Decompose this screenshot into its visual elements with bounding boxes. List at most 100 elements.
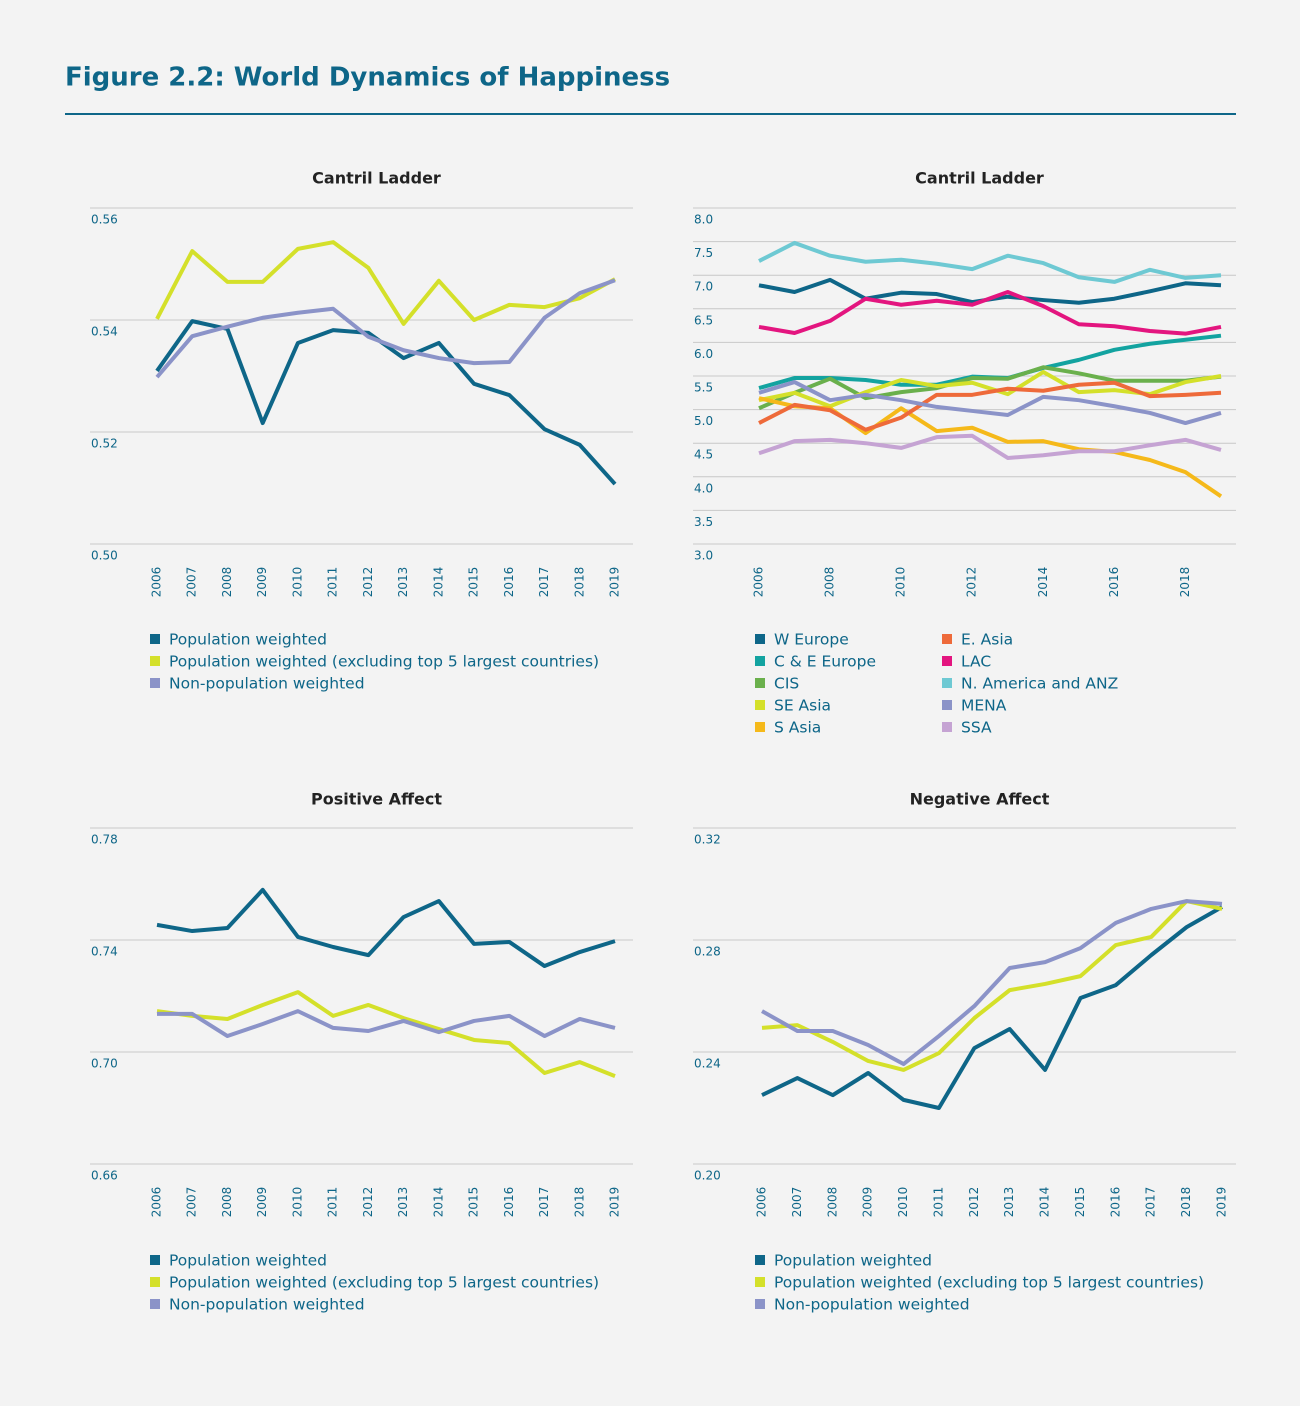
legend-swatch [150, 1277, 160, 1287]
legend-label: E. Asia [961, 631, 1013, 649]
x-tick-label: 2007 [790, 1187, 804, 1218]
x-tick-label: 2008 [823, 567, 837, 598]
y-tick-label: 0.56 [91, 213, 118, 227]
legend-label: C & E Europe [774, 653, 876, 671]
x-tick-label: 2006 [755, 1187, 769, 1218]
x-tick-label: 2013 [396, 567, 410, 598]
legend-label: CIS [774, 675, 799, 693]
y-tick-label: 0.70 [91, 1057, 118, 1071]
x-tick-label: 2012 [361, 1187, 375, 1218]
x-tick-label: 2009 [861, 1187, 875, 1218]
x-tick-label: 2006 [150, 1187, 164, 1218]
legend-label: SSA [961, 719, 992, 737]
x-tick-label: 2008 [220, 1187, 234, 1218]
legend-swatch [150, 656, 160, 666]
figure-title: Figure 2.2: World Dynamics of Happiness [65, 63, 670, 93]
legend-label: N. America and ANZ [961, 675, 1118, 693]
legend-label: Population weighted (excluding top 5 lar… [169, 653, 599, 671]
legend-swatch [755, 1255, 765, 1265]
legend-swatch [755, 1277, 765, 1287]
y-tick-label: 6.5 [694, 313, 713, 327]
series-line [761, 905, 1223, 1110]
legend-swatch [755, 678, 765, 688]
x-tick-label: 2010 [290, 567, 304, 598]
legend-label: Non-population weighted [774, 1296, 970, 1314]
legend-swatch [755, 722, 765, 732]
x-tick-label: 2014 [431, 1187, 445, 1218]
y-tick-label: 6.0 [694, 347, 713, 361]
legend-label: LAC [961, 653, 991, 671]
x-tick-label: 2009 [255, 1187, 269, 1218]
x-tick-label: 2017 [537, 1187, 551, 1218]
legend-label: Non-population weighted [169, 1296, 365, 1314]
y-tick-label: 0.50 [91, 549, 118, 563]
chart-title: Cantril Ladder [915, 169, 1044, 188]
legend-swatch [942, 700, 952, 710]
x-tick-label: 2019 [608, 567, 622, 598]
x-tick-label: 2010 [290, 1187, 304, 1218]
y-tick-label: 0.52 [91, 437, 118, 451]
chart-title: Cantril Ladder [312, 169, 441, 188]
y-tick-label: 0.28 [694, 945, 721, 959]
legend-swatch [942, 634, 952, 644]
x-tick-label: 2007 [185, 567, 199, 598]
legend-swatch [942, 678, 952, 688]
x-tick-label: 2011 [326, 567, 340, 598]
x-tick-label: 2012 [967, 1187, 981, 1218]
legend-label: Population weighted [774, 1252, 932, 1270]
series-line [155, 278, 616, 379]
chart-title: Positive Affect [311, 790, 442, 809]
y-tick-label: 8.0 [694, 213, 713, 227]
series-line [156, 887, 616, 969]
legend-swatch [755, 656, 765, 666]
series-line [761, 899, 1223, 1072]
y-tick-label: 5.5 [694, 381, 713, 395]
y-tick-label: 7.5 [694, 246, 713, 260]
x-tick-label: 2019 [1215, 1187, 1229, 1218]
x-tick-label: 2013 [1002, 1187, 1016, 1218]
series-line [758, 433, 1222, 460]
x-tick-label: 2008 [220, 567, 234, 598]
x-tick-label: 2015 [467, 567, 481, 598]
x-tick-label: 2012 [361, 567, 375, 598]
y-tick-label: 0.32 [694, 833, 721, 847]
legend-swatch [150, 1299, 160, 1309]
legend-label: W Europe [774, 631, 849, 649]
legend-swatch [755, 700, 765, 710]
legend-swatch [942, 722, 952, 732]
legend-label: Population weighted (excluding top 5 lar… [774, 1274, 1204, 1292]
x-tick-label: 2017 [537, 567, 551, 598]
x-tick-label: 2015 [1073, 1187, 1087, 1218]
y-tick-label: 4.0 [694, 481, 713, 495]
series-line [758, 380, 1222, 426]
x-tick-label: 2006 [150, 567, 164, 598]
legend-label: Population weighted [169, 1252, 327, 1270]
x-tick-label: 2018 [572, 1187, 586, 1218]
x-tick-label: 2014 [1036, 567, 1050, 598]
x-tick-label: 2016 [1107, 567, 1121, 598]
x-tick-label: 2011 [931, 1187, 945, 1218]
legend-label: Population weighted [169, 631, 327, 649]
y-tick-label: 0.24 [694, 1057, 721, 1071]
y-tick-label: 7.0 [694, 280, 713, 294]
legend-label: Population weighted (excluding top 5 lar… [169, 1274, 599, 1292]
legend-swatch [755, 1299, 765, 1309]
x-tick-label: 2017 [1144, 1187, 1158, 1218]
x-tick-label: 2014 [1038, 1187, 1052, 1218]
series-line [156, 990, 616, 1078]
legend-label: SE Asia [774, 697, 831, 715]
x-tick-label: 2016 [502, 567, 516, 598]
y-tick-label: 3.0 [694, 549, 713, 563]
x-tick-label: 2015 [467, 1187, 481, 1218]
series-line [155, 240, 616, 326]
legend-swatch [150, 678, 160, 688]
x-tick-label: 2018 [572, 567, 586, 598]
legend-swatch [942, 656, 952, 666]
series-line [758, 365, 1222, 411]
legend-label: MENA [961, 697, 1007, 715]
legend-label: S Asia [774, 719, 821, 737]
y-tick-label: 0.20 [694, 1169, 721, 1183]
x-tick-label: 2016 [502, 1187, 516, 1218]
